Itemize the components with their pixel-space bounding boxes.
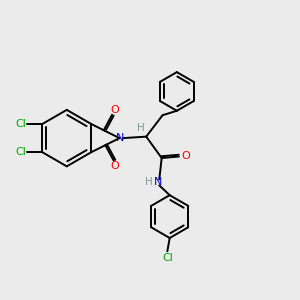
Text: Cl: Cl xyxy=(15,119,26,129)
Text: Cl: Cl xyxy=(15,147,26,157)
Text: H: H xyxy=(145,177,153,187)
Text: H: H xyxy=(137,123,145,133)
Text: N: N xyxy=(116,133,124,143)
Text: O: O xyxy=(111,105,119,115)
Text: N: N xyxy=(154,177,162,187)
Text: O: O xyxy=(111,161,119,171)
Text: Cl: Cl xyxy=(162,253,173,263)
Text: O: O xyxy=(181,151,190,160)
